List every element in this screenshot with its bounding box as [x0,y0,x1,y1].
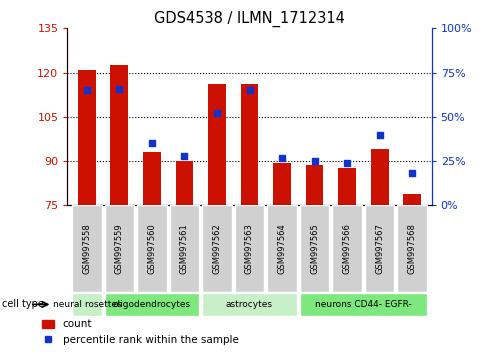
Point [376,132,384,137]
Bar [202,205,232,292]
Bar [365,205,394,292]
Bar [176,161,194,205]
Title: GDS4538 / ILMN_1712314: GDS4538 / ILMN_1712314 [154,11,345,27]
Text: oligodendrocytes: oligodendrocytes [113,300,191,309]
Text: GSM997558: GSM997558 [82,223,91,274]
Bar [403,194,421,205]
Point [115,86,123,91]
Bar [300,205,329,292]
Text: astrocytes: astrocytes [226,300,273,309]
Text: GSM997560: GSM997560 [147,223,156,274]
Text: GSM997561: GSM997561 [180,223,189,274]
Point [408,171,416,176]
Bar [72,292,101,316]
Bar [371,149,389,205]
Text: neurons CD44- EGFR-: neurons CD44- EGFR- [315,300,412,309]
Bar [110,65,128,205]
Text: GSM997565: GSM997565 [310,223,319,274]
Bar [338,169,356,205]
Bar [202,292,297,316]
Bar [332,205,362,292]
Text: GSM997562: GSM997562 [213,223,222,274]
Text: cell type: cell type [2,299,44,309]
Point [83,87,91,93]
Bar [143,152,161,205]
Legend: count, percentile rank within the sample: count, percentile rank within the sample [37,315,243,349]
Text: GSM997559: GSM997559 [115,223,124,274]
Bar [273,162,291,205]
Point [181,153,189,159]
Bar [267,205,297,292]
Bar [137,205,167,292]
Point [278,155,286,160]
Point [246,87,253,93]
Bar [241,84,258,205]
Bar [170,205,199,292]
Text: GSM997566: GSM997566 [343,223,352,274]
Bar [300,292,427,316]
Bar [105,205,134,292]
Point [213,110,221,116]
Point [148,141,156,146]
Bar [305,166,323,205]
Bar [208,84,226,205]
Bar [105,292,199,316]
Text: neural rosettes: neural rosettes [52,300,121,309]
Bar [398,205,427,292]
Point [310,158,318,164]
Bar [235,205,264,292]
Bar [78,70,96,205]
Text: GSM997568: GSM997568 [408,223,417,274]
Text: GSM997564: GSM997564 [277,223,286,274]
Bar [72,205,101,292]
Text: GSM997563: GSM997563 [245,223,254,274]
Text: GSM997567: GSM997567 [375,223,384,274]
Point [343,160,351,166]
